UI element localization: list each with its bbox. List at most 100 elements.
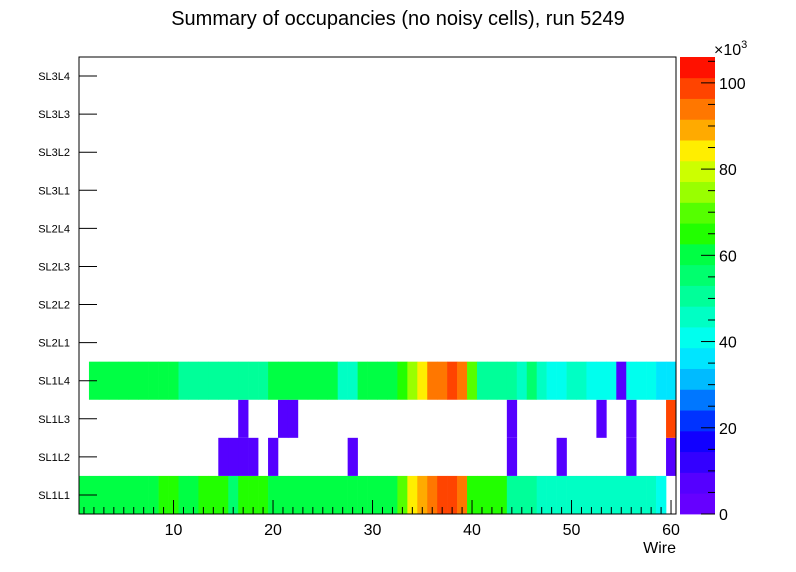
x-axis: 10 20 30 40 50 60 xyxy=(83,500,680,539)
x-tick-label: 30 xyxy=(364,522,382,539)
heatmap-cell xyxy=(666,361,677,400)
y-tick-label: SL2L2 xyxy=(38,300,70,312)
heatmap-cell xyxy=(447,361,458,400)
heatmap-cell xyxy=(397,475,408,514)
heatmap-cell xyxy=(377,361,388,400)
heatmap-cell xyxy=(238,399,249,438)
heatmap-cell xyxy=(268,361,279,400)
heatmap-cells xyxy=(79,361,677,514)
color-bar-segment xyxy=(680,243,715,266)
heatmap-cell xyxy=(576,475,587,514)
heatmap-cell xyxy=(128,475,139,514)
heatmap-cell xyxy=(377,475,388,514)
heatmap-cell xyxy=(168,475,179,514)
heatmap-cell xyxy=(188,475,199,514)
heatmap-cell xyxy=(317,361,329,400)
heatmap-cell xyxy=(526,475,537,514)
heatmap-cell xyxy=(178,361,189,400)
heatmap-cell xyxy=(596,399,607,438)
heatmap-cell xyxy=(307,361,319,400)
heatmap-cell xyxy=(228,437,239,476)
color-bar-segment xyxy=(680,264,715,286)
x-axis-label: Wire xyxy=(643,540,676,557)
heatmap-cell xyxy=(148,475,159,514)
heatmap-cell xyxy=(586,361,597,400)
heatmap-cell xyxy=(208,361,219,400)
heatmap-cell xyxy=(656,361,667,400)
color-bar-tick-label: 100 xyxy=(719,76,746,93)
color-bar-segment xyxy=(680,430,715,453)
color-bar-segment xyxy=(680,285,715,307)
heatmap-cell xyxy=(128,361,139,400)
color-bar-segment xyxy=(680,140,715,162)
y-tick-label: SL1L2 xyxy=(38,452,70,464)
heatmap-cell xyxy=(347,361,358,400)
heatmap-cell xyxy=(337,361,348,400)
color-bar-tick-label: 0 xyxy=(719,507,728,524)
color-bar-segment xyxy=(680,347,715,369)
heatmap-cell xyxy=(566,361,577,400)
heatmap-cell xyxy=(198,475,209,514)
heatmap-cell xyxy=(616,475,627,514)
heatmap-cell xyxy=(536,475,547,514)
heatmap-cell xyxy=(596,361,607,400)
heatmap-cell xyxy=(278,475,289,514)
x-tick-label: 40 xyxy=(463,522,481,539)
heatmap-cell xyxy=(397,361,408,400)
heatmap-cell xyxy=(596,475,607,514)
heatmap-cell xyxy=(556,361,567,400)
heatmap-cell xyxy=(108,475,120,514)
heatmap-cell xyxy=(297,361,309,400)
heatmap-cell xyxy=(248,361,259,400)
heatmap-cell xyxy=(486,475,498,514)
heatmap-cell xyxy=(417,475,428,514)
heatmap-cell xyxy=(666,399,677,438)
color-scale-exponent-base: ×10 xyxy=(714,42,741,59)
heatmap-cell xyxy=(208,475,219,514)
heatmap-cell xyxy=(168,361,179,400)
heatmap-cell xyxy=(407,475,418,514)
heatmap-cell xyxy=(98,475,110,514)
heatmap-cell xyxy=(457,361,468,400)
color-scale-exponent: ×103 xyxy=(714,39,747,59)
color-bar-segment xyxy=(680,472,715,494)
heatmap-cell xyxy=(387,361,398,400)
heatmap-cell xyxy=(496,361,508,400)
heatmap-cell xyxy=(556,475,567,514)
heatmap-cell xyxy=(467,475,478,514)
heatmap-cell xyxy=(228,475,239,514)
heatmap-cell xyxy=(546,475,557,514)
heatmap-cell xyxy=(586,475,597,514)
heatmap-cell xyxy=(477,361,488,400)
color-bar-segment xyxy=(680,306,715,328)
y-tick-label: SL3L2 xyxy=(38,147,70,159)
color-bar-segment xyxy=(680,451,715,473)
color-bar-tick-label: 80 xyxy=(719,162,737,179)
heatmap-cell xyxy=(108,361,120,400)
heatmap-cell xyxy=(347,437,358,476)
heatmap-cell xyxy=(238,361,249,400)
color-bar-segment xyxy=(680,57,715,79)
color-bar-segment xyxy=(680,181,715,203)
heatmap-cell xyxy=(158,361,169,400)
color-bar-tick-label: 40 xyxy=(719,335,737,352)
heatmap-cell xyxy=(218,437,229,476)
y-tick-label: SL3L4 xyxy=(38,71,70,83)
heatmap-cell xyxy=(327,475,338,514)
y-tick-label: SL1L1 xyxy=(38,490,70,502)
heatmap-cell xyxy=(278,399,289,438)
heatmap-cell xyxy=(327,361,338,400)
heatmap-cell xyxy=(636,475,647,514)
heatmap-cell xyxy=(556,437,567,476)
color-bar-segment xyxy=(680,98,715,120)
heatmap-cell xyxy=(367,475,378,514)
heatmap-cell xyxy=(158,475,169,514)
color-bar-segment xyxy=(680,493,715,515)
plot-frame xyxy=(78,56,677,515)
heatmap-cell xyxy=(506,437,518,476)
heatmap-cell xyxy=(317,475,329,514)
y-tick-label: SL2L3 xyxy=(38,261,70,273)
heatmap-cell xyxy=(258,361,269,400)
heatmap-cell xyxy=(526,361,537,400)
